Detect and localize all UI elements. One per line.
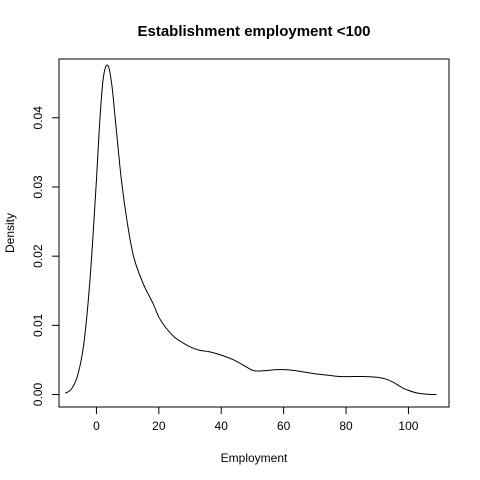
x-tick-label: 80 (339, 419, 353, 433)
y-tick-label: 0.04 (31, 106, 45, 130)
x-tick-label: 60 (277, 419, 291, 433)
y-axis-label: Density (3, 213, 17, 253)
chart-title: Establishment employment <100 (138, 23, 371, 40)
density-curve (64, 64, 437, 396)
y-tick-label: 0.01 (31, 313, 45, 337)
y-axis: 0.00 0.01 0.02 0.03 0.04 (31, 106, 60, 407)
x-axis-label: Employment (221, 451, 288, 465)
x-axis: 0 20 40 60 80 100 (93, 406, 419, 433)
x-tick-label: 0 (93, 419, 100, 433)
y-tick-label: 0.02 (31, 244, 45, 268)
x-tick-label: 100 (398, 419, 418, 433)
y-tick-label: 0.00 (31, 383, 45, 407)
plot-frame (58, 58, 450, 408)
x-tick-label: 40 (215, 419, 229, 433)
y-tick-label: 0.03 (31, 175, 45, 199)
x-tick-label: 20 (152, 419, 166, 433)
